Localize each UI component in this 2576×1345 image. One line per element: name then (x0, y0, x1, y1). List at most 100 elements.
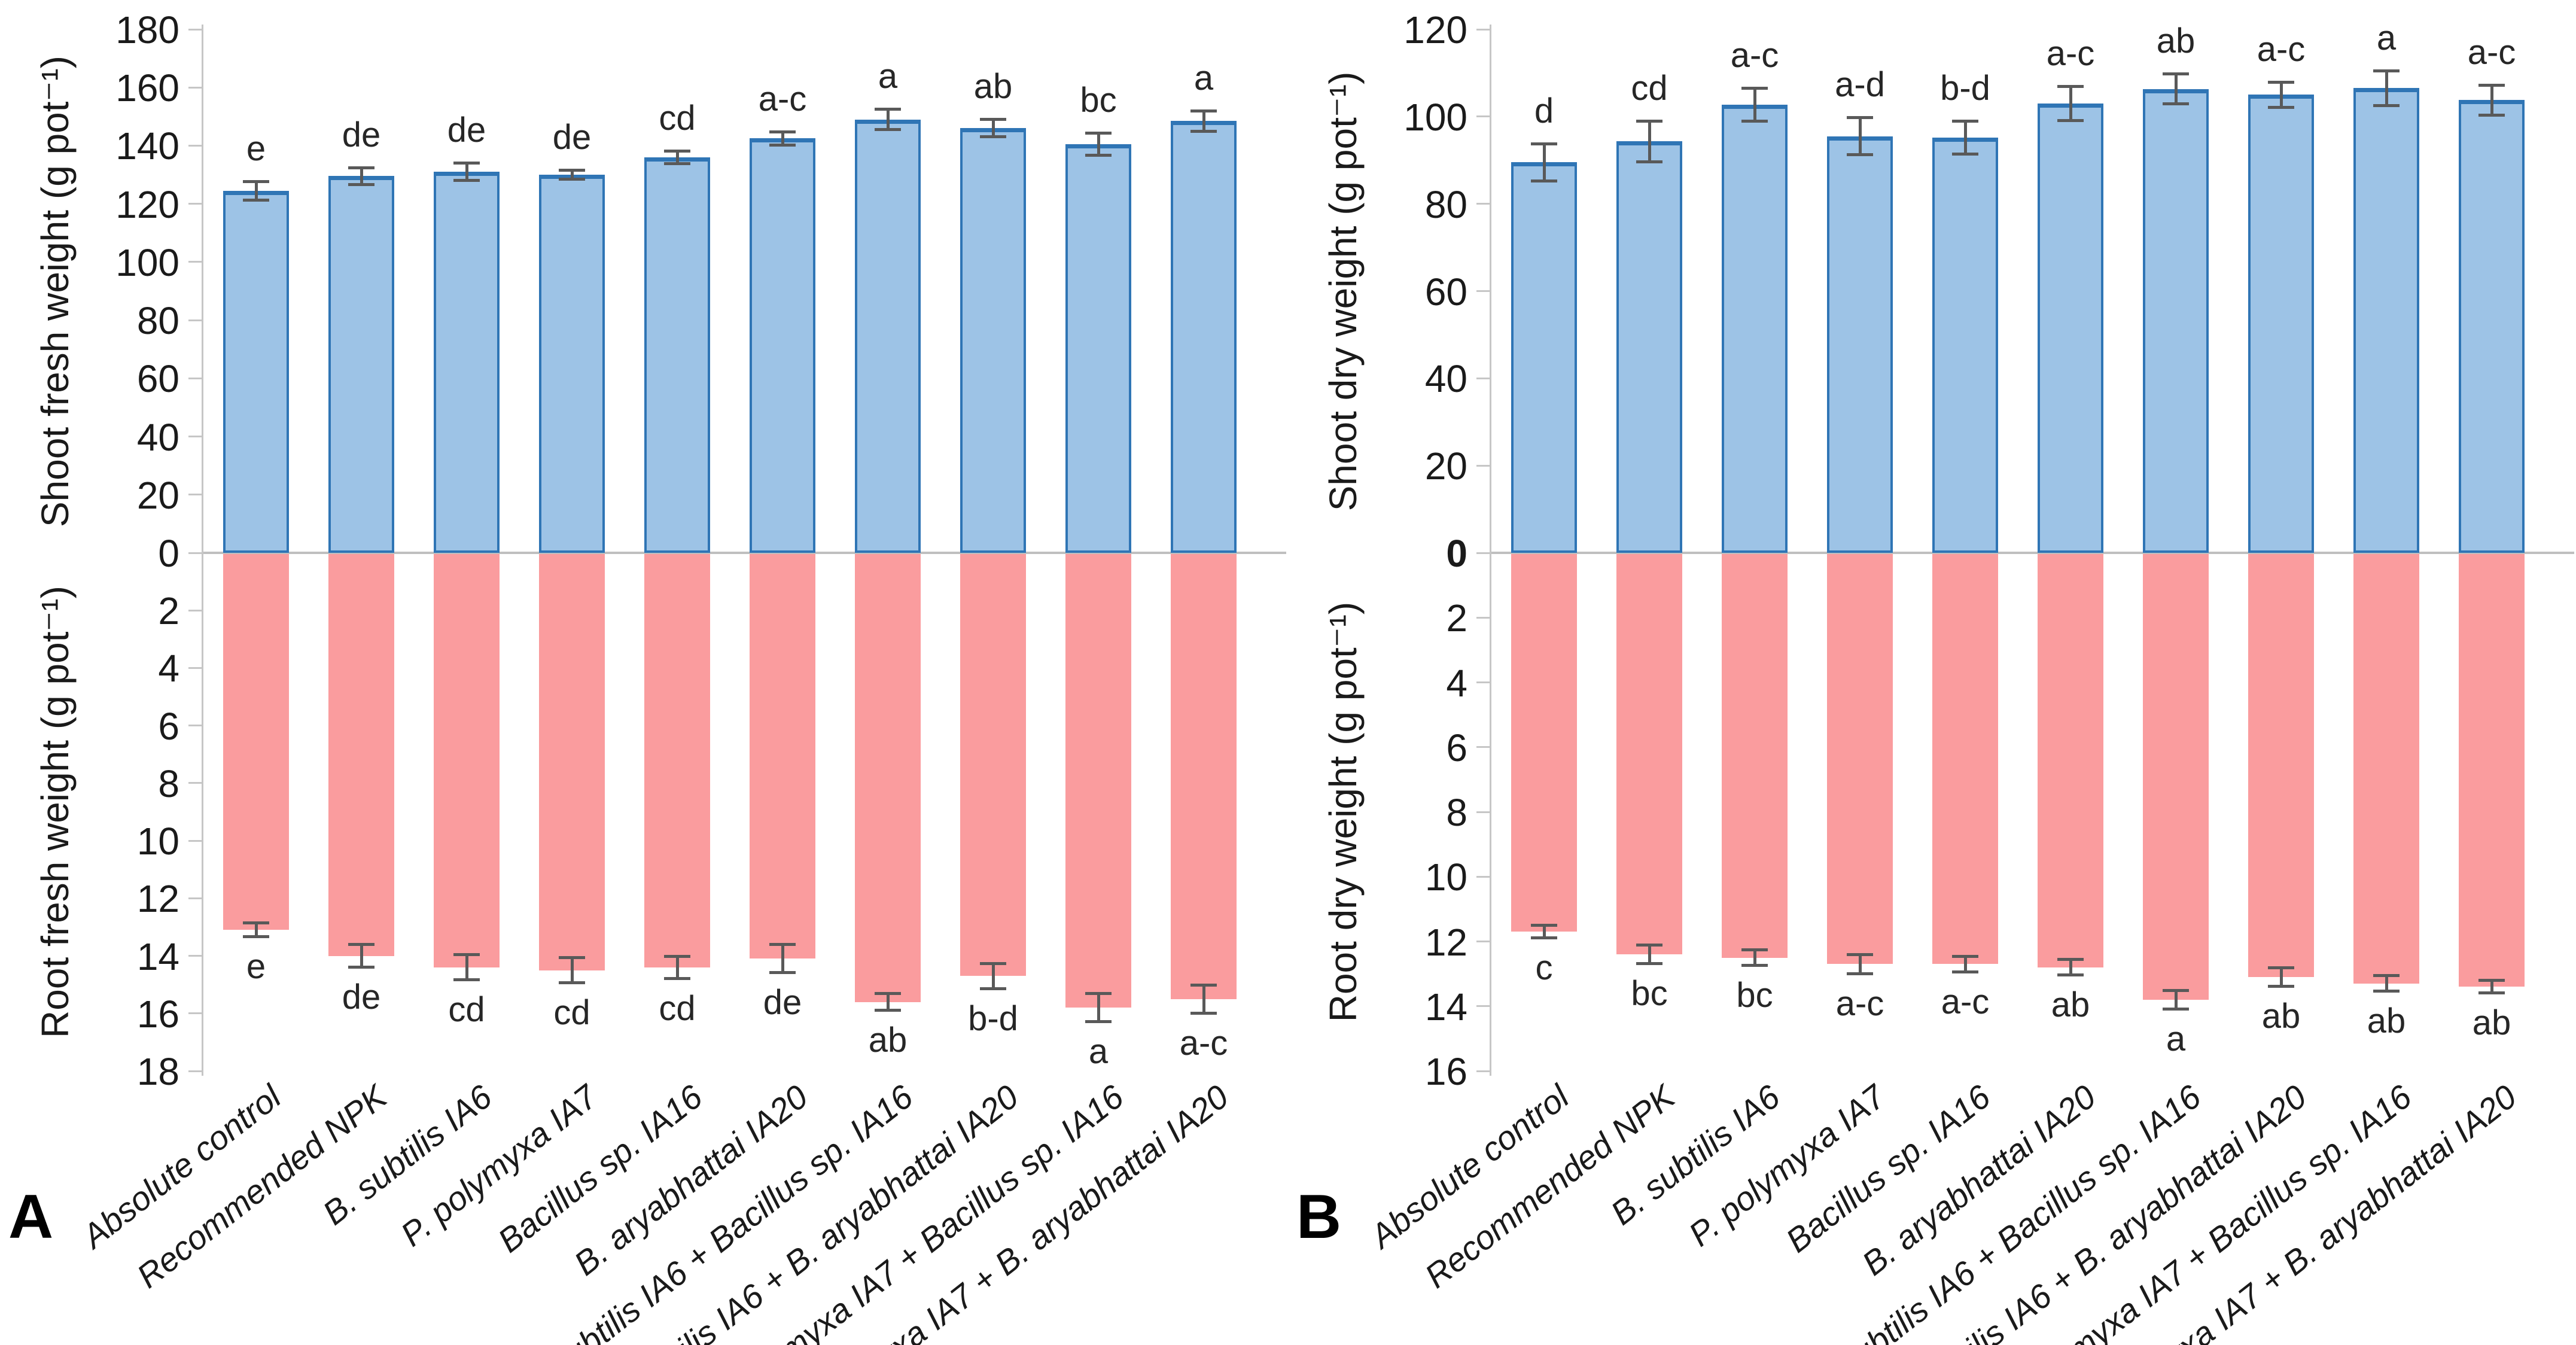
y-tick-label: 60 (136, 357, 179, 401)
error-bar (675, 956, 679, 979)
shoot-bar (2248, 95, 2314, 553)
y-tick-label: 16 (136, 992, 179, 1036)
root-bar (1171, 554, 1237, 999)
significance-letter: a-c (2257, 29, 2306, 69)
y-tick-label: 18 (136, 1050, 179, 1093)
error-bar (2385, 71, 2388, 106)
error-bar-cap (664, 977, 690, 981)
y-axis-tick (188, 494, 202, 496)
error-bar (675, 150, 679, 165)
error-bar-cap (1741, 964, 1768, 967)
y-tick-label: 14 (1424, 985, 1467, 1028)
root-bar (1511, 554, 1577, 932)
root-bar (2459, 554, 2525, 987)
significance-letter: cd (659, 98, 696, 138)
error-bar-cap (769, 971, 796, 975)
y-tick-label: 20 (136, 473, 179, 517)
error-bar-cap (348, 166, 374, 170)
y-tick-label: 2 (158, 589, 179, 633)
lower-y-axis-title: Root dry weight (g pot⁻¹) (1322, 601, 1365, 1023)
y-axis-tick (188, 261, 202, 263)
significance-letter: a (1193, 58, 1214, 98)
error-bar-cap (875, 1008, 901, 1012)
y-axis-line (202, 25, 203, 1076)
y-axis-tick (1476, 552, 1490, 554)
error-bar (2174, 990, 2178, 1010)
shoot-bar (1171, 121, 1237, 553)
error-bar-cap (2478, 83, 2505, 87)
error-bar-cap (2373, 990, 2400, 993)
y-tick-label: 80 (1424, 182, 1467, 226)
error-bar-cap (453, 978, 480, 982)
significance-letter: a-c (1730, 36, 1779, 75)
error-bar (1963, 121, 1967, 154)
significance-letter: e (246, 947, 266, 987)
y-axis-tick (188, 667, 202, 669)
error-bar (465, 954, 468, 981)
y-tick-label: 120 (115, 182, 179, 226)
significance-letter: b-d (968, 999, 1018, 1038)
error-bar-cap (1085, 131, 1112, 135)
y-axis-tick (188, 955, 202, 957)
error-bar-cap (453, 953, 480, 957)
y-axis-tick (188, 897, 202, 899)
y-axis-tick (188, 1012, 202, 1015)
significance-letter: ab (973, 67, 1013, 106)
error-bar-cap (348, 965, 374, 969)
error-bar (2490, 980, 2493, 994)
zero-baseline (203, 552, 1286, 554)
error-bar (781, 131, 784, 145)
error-bar-cap (2268, 985, 2294, 988)
error-bar (991, 119, 995, 138)
shoot-bar (539, 175, 605, 553)
error-bar-cap (1952, 954, 1978, 958)
y-tick-label: 60 (1424, 270, 1467, 314)
root-bar (223, 554, 289, 930)
error-bar-cap (243, 179, 269, 183)
error-bar-cap (2478, 979, 2505, 982)
root-bar (1065, 554, 1131, 1008)
error-bar-cap (559, 177, 585, 181)
error-bar-cap (1741, 119, 1768, 123)
shoot-bar (1511, 162, 1577, 553)
y-axis-tick (1476, 115, 1490, 118)
error-bar-cap (875, 992, 901, 996)
y-tick-label: 0 (158, 532, 179, 575)
error-bar (2069, 959, 2072, 976)
error-bar-cap (1190, 129, 1217, 133)
significance-letter: a (2376, 19, 2397, 58)
error-bar (1097, 132, 1100, 156)
root-bar (855, 554, 921, 1002)
root-bar (1722, 554, 1788, 958)
panel-a: 0 20 40 60 80 100 120 140 160 180 Shoot fresh weig… (8, 8, 1286, 1345)
lower-y-axis-title: Root fresh weight (g pot⁻¹) (34, 586, 77, 1038)
error-bar-cap (2373, 974, 2400, 978)
error-bar-cap (1847, 972, 1873, 975)
error-bar-cap (1531, 936, 1557, 940)
significance-letter: a (1088, 1032, 1109, 1072)
error-bar (1202, 984, 1205, 1014)
y-tick-label: 10 (136, 820, 179, 863)
significance-letter: cd (1631, 69, 1668, 108)
error-bar-cap (980, 135, 1006, 139)
error-bar (1858, 954, 1862, 974)
error-bar-cap (1636, 943, 1662, 947)
error-bar-cap (2163, 102, 2189, 106)
error-bar-cap (1190, 109, 1217, 112)
root-bar (2248, 554, 2314, 978)
y-tick-label: 0 (1446, 532, 1467, 575)
y-tick-label: 20 (1424, 445, 1467, 488)
error-bar-cap (769, 143, 796, 147)
error-bar-cap (243, 198, 269, 202)
y-axis-tick (1476, 746, 1490, 748)
error-bar-cap (875, 128, 901, 132)
error-bar-cap (1952, 120, 1978, 123)
y-axis-tick (1476, 1070, 1490, 1072)
y-axis-tick (1476, 203, 1490, 205)
root-bar (2143, 554, 2209, 1000)
error-bar (360, 944, 363, 967)
y-tick-label: 12 (136, 877, 179, 921)
y-axis-tick (1476, 941, 1490, 942)
error-bar (1648, 944, 1651, 964)
